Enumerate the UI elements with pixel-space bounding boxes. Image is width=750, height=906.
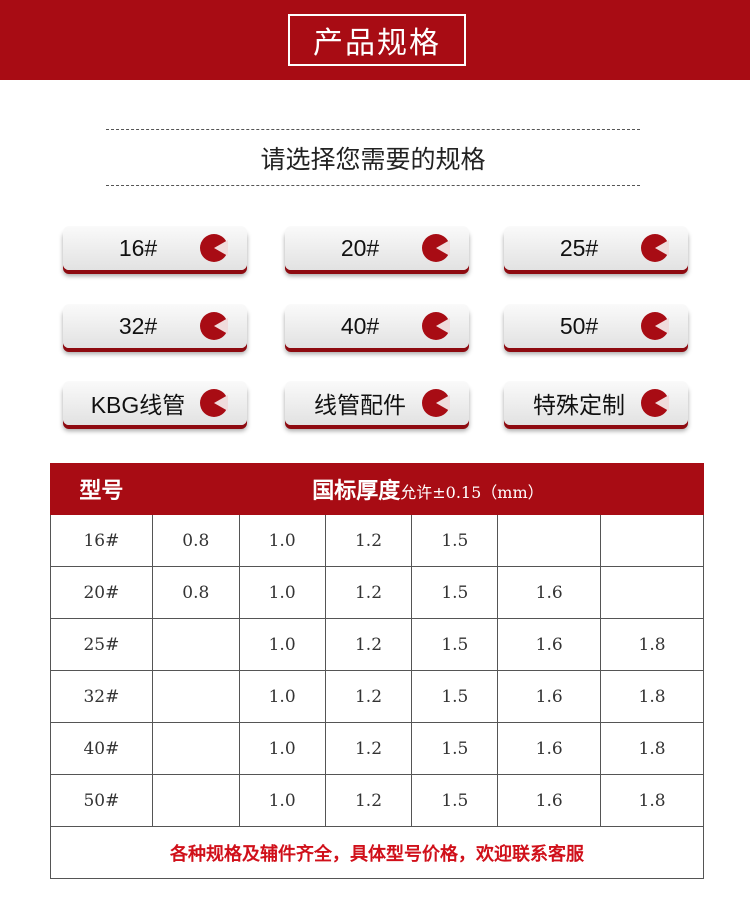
pie-chart-icon [641,312,669,340]
spec-button[interactable]: 特殊定制 [504,381,688,425]
thickness-cell: 1.0 [238,514,326,567]
spec-table: 型号 国标厚度允许±0.15（mm） 16# 0.8 1.0 1.2 1.5 20# 0.8… [50,463,705,879]
spec-button[interactable]: KBG线管 [63,381,247,425]
table-row: 16# 0.8 1.0 1.2 1.5 [50,514,704,567]
thickness-cell: 1.0 [238,670,326,723]
divider [106,185,640,186]
thickness-cell: 1.5 [411,670,499,723]
thickness-cell: 1.5 [411,566,499,619]
table-row: 50# 1.0 1.2 1.5 1.6 1.8 [50,774,704,827]
table-row: 32# 1.0 1.2 1.5 1.6 1.8 [50,670,704,723]
thickness-cell: 1.5 [411,618,499,671]
spec-button-label: 线管配件 [314,392,406,418]
pie-chart-icon [422,389,450,417]
pie-chart-icon [422,234,450,262]
pie-chart-icon [422,312,450,340]
thickness-cell: 1.6 [497,722,602,775]
header-thickness: 国标厚度允许±0.15（mm） [151,463,705,515]
footer-note: 各种规格及辅件齐全，具体型号价格，欢迎联系客服 [50,826,704,879]
spec-button[interactable]: 25# [504,226,688,270]
spec-button[interactable]: 线管配件 [285,381,469,425]
spec-button-label: 16# [118,234,158,261]
thickness-cell: 1.6 [497,670,602,723]
pie-chart-icon [200,234,228,262]
pie-chart-icon [200,389,228,417]
thickness-cell: 1.2 [324,566,413,619]
thickness-cell: 1.0 [238,618,326,671]
spec-button[interactable]: 16# [63,226,247,270]
thickness-cell: 1.8 [600,774,704,827]
subtitle: 请选择您需要的规格 [260,145,486,174]
spec-button-label: 32# [118,312,158,339]
spec-button[interactable]: 32# [63,304,247,348]
table-row: 40# 1.0 1.2 1.5 1.6 1.8 [50,722,704,775]
thickness-cell: 1.2 [324,618,413,671]
spec-button-label: 50# [559,312,599,339]
model-cell: 40# [50,722,153,775]
model-cell: 20# [50,566,153,619]
thickness-cell: 1.0 [238,722,326,775]
thickness-cell [151,670,240,723]
model-cell: 16# [50,514,153,567]
thickness-cell: 1.5 [411,722,499,775]
spec-button-label: 20# [340,234,380,261]
thickness-cell [151,618,240,671]
thickness-cell: 1.8 [600,722,704,775]
thickness-cell [151,722,240,775]
thickness-cell: 1.6 [497,618,602,671]
thickness-cell [600,514,704,567]
header-model: 型号 [50,463,153,515]
thickness-label: 国标厚度 [312,478,401,504]
table-row: 25# 1.0 1.2 1.5 1.6 1.8 [50,618,704,671]
spec-button[interactable]: 20# [285,226,469,270]
model-cell: 50# [50,774,153,827]
thickness-cell: 1.8 [600,618,704,671]
thickness-cell: 1.2 [324,514,413,567]
pie-chart-icon [641,234,669,262]
pie-chart-icon [200,312,228,340]
spec-button-label: KBG线管 [90,392,186,418]
thickness-cell: 1.6 [497,566,602,619]
model-cell: 25# [50,618,153,671]
table-row: 20# 0.8 1.0 1.2 1.5 1.6 [50,566,704,619]
spec-button[interactable]: 40# [285,304,469,348]
spec-button-label: 40# [340,312,380,339]
thickness-cell: 1.5 [411,514,499,567]
thickness-cell: 1.2 [324,670,413,723]
spec-button[interactable]: 50# [504,304,688,348]
thickness-cell: 1.6 [497,774,602,827]
spec-button-label: 25# [559,234,599,261]
thickness-cell: 1.5 [411,774,499,827]
page-title: 产品规格 [288,14,466,66]
header-banner: 产品规格 [0,0,750,80]
pie-chart-icon [641,389,669,417]
thickness-cell: 1.0 [238,774,326,827]
thickness-cell [151,774,240,827]
thickness-cell: 1.0 [238,566,326,619]
thickness-cell: 1.2 [324,774,413,827]
thickness-cell: 1.2 [324,722,413,775]
thickness-cell [600,566,704,619]
thickness-cell [497,514,602,567]
thickness-cell: 0.8 [151,514,240,567]
thickness-cell: 0.8 [151,566,240,619]
thickness-cell: 1.8 [600,670,704,723]
divider [106,129,640,130]
spec-button-label: 特殊定制 [533,392,625,418]
tolerance-label: 允许±0.15（mm） [400,483,544,502]
model-cell: 32# [50,670,153,723]
